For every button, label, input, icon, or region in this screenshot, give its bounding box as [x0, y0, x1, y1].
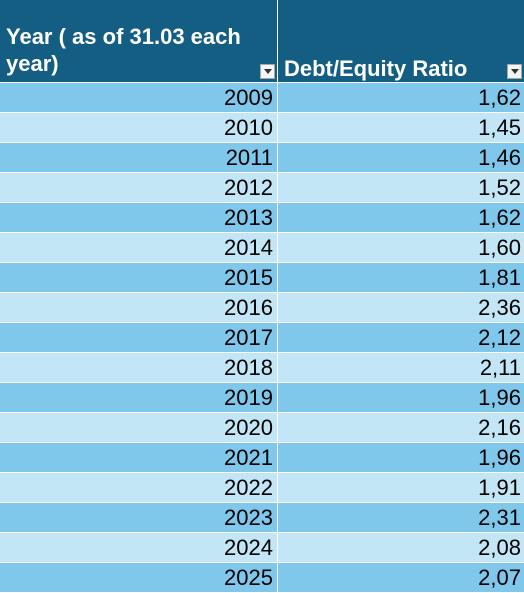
ratio-cell[interactable]: 1,60 [278, 233, 524, 263]
ratio-cell[interactable]: 2,11 [278, 353, 524, 383]
table-row: 2013 1,62 [0, 203, 524, 233]
year-cell[interactable]: 2024 [0, 533, 278, 563]
ratio-cell[interactable]: 1,62 [278, 83, 524, 113]
table-body: 2009 1,62 2010 1,45 2011 1,46 2012 1,52 2013 1,62… [0, 83, 524, 593]
table-row: 2017 2,12 [0, 323, 524, 353]
ratio-cell[interactable]: 1,45 [278, 113, 524, 143]
year-cell[interactable]: 2012 [0, 173, 278, 203]
year-cell[interactable]: 2013 [0, 203, 278, 233]
table-header: Year ( as of 31.03 each year) Debt/Equit… [0, 0, 524, 83]
table-row: 2015 1,81 [0, 263, 524, 293]
ratio-cell[interactable]: 1,91 [278, 473, 524, 503]
year-cell[interactable]: 2019 [0, 383, 278, 413]
ratio-cell[interactable]: 2,31 [278, 503, 524, 533]
ratio-cell[interactable]: 1,96 [278, 443, 524, 473]
table-row: 2014 1,60 [0, 233, 524, 263]
year-cell[interactable]: 2016 [0, 293, 278, 323]
table-row: 2023 2,31 [0, 503, 524, 533]
ratio-cell[interactable]: 2,07 [278, 563, 524, 593]
table-row: 2010 1,45 [0, 113, 524, 143]
dropdown-arrow-icon [263, 69, 272, 74]
table-row: 2019 1,96 [0, 383, 524, 413]
table-row: 2011 1,46 [0, 143, 524, 173]
table-row: 2020 2,16 [0, 413, 524, 443]
year-cell[interactable]: 2009 [0, 83, 278, 113]
header-year[interactable]: Year ( as of 31.03 each year) [0, 0, 278, 82]
year-cell[interactable]: 2022 [0, 473, 278, 503]
ratio-cell[interactable]: 2,16 [278, 413, 524, 443]
year-cell[interactable]: 2018 [0, 353, 278, 383]
ratio-cell[interactable]: 2,12 [278, 323, 524, 353]
filter-year-button[interactable] [260, 64, 275, 79]
year-cell[interactable]: 2020 [0, 413, 278, 443]
ratio-cell[interactable]: 1,96 [278, 383, 524, 413]
table-row: 2016 2,36 [0, 293, 524, 323]
year-cell[interactable]: 2010 [0, 113, 278, 143]
header-ratio[interactable]: Debt/Equity Ratio [278, 0, 524, 82]
table-row: 2018 2,11 [0, 353, 524, 383]
ratio-cell[interactable]: 1,81 [278, 263, 524, 293]
ratio-cell[interactable]: 1,46 [278, 143, 524, 173]
ratio-cell[interactable]: 2,08 [278, 533, 524, 563]
year-cell[interactable]: 2017 [0, 323, 278, 353]
year-cell[interactable]: 2014 [0, 233, 278, 263]
table-row: 2022 1,91 [0, 473, 524, 503]
filter-ratio-button[interactable] [507, 64, 522, 79]
header-year-label: Year ( as of 31.03 each year) [6, 24, 241, 76]
year-cell[interactable]: 2015 [0, 263, 278, 293]
year-cell[interactable]: 2025 [0, 563, 278, 593]
ratio-cell[interactable]: 1,62 [278, 203, 524, 233]
ratio-cell[interactable]: 2,36 [278, 293, 524, 323]
ratio-cell[interactable]: 1,52 [278, 173, 524, 203]
dropdown-arrow-icon [510, 69, 519, 74]
table-row: 2025 2,07 [0, 563, 524, 593]
header-ratio-label: Debt/Equity Ratio [284, 56, 468, 81]
year-cell[interactable]: 2021 [0, 443, 278, 473]
table-row: 2021 1,96 [0, 443, 524, 473]
table-row: 2012 1,52 [0, 173, 524, 203]
year-cell[interactable]: 2011 [0, 143, 278, 173]
table-row: 2009 1,62 [0, 83, 524, 113]
year-cell[interactable]: 2023 [0, 503, 278, 533]
table-row: 2024 2,08 [0, 533, 524, 563]
